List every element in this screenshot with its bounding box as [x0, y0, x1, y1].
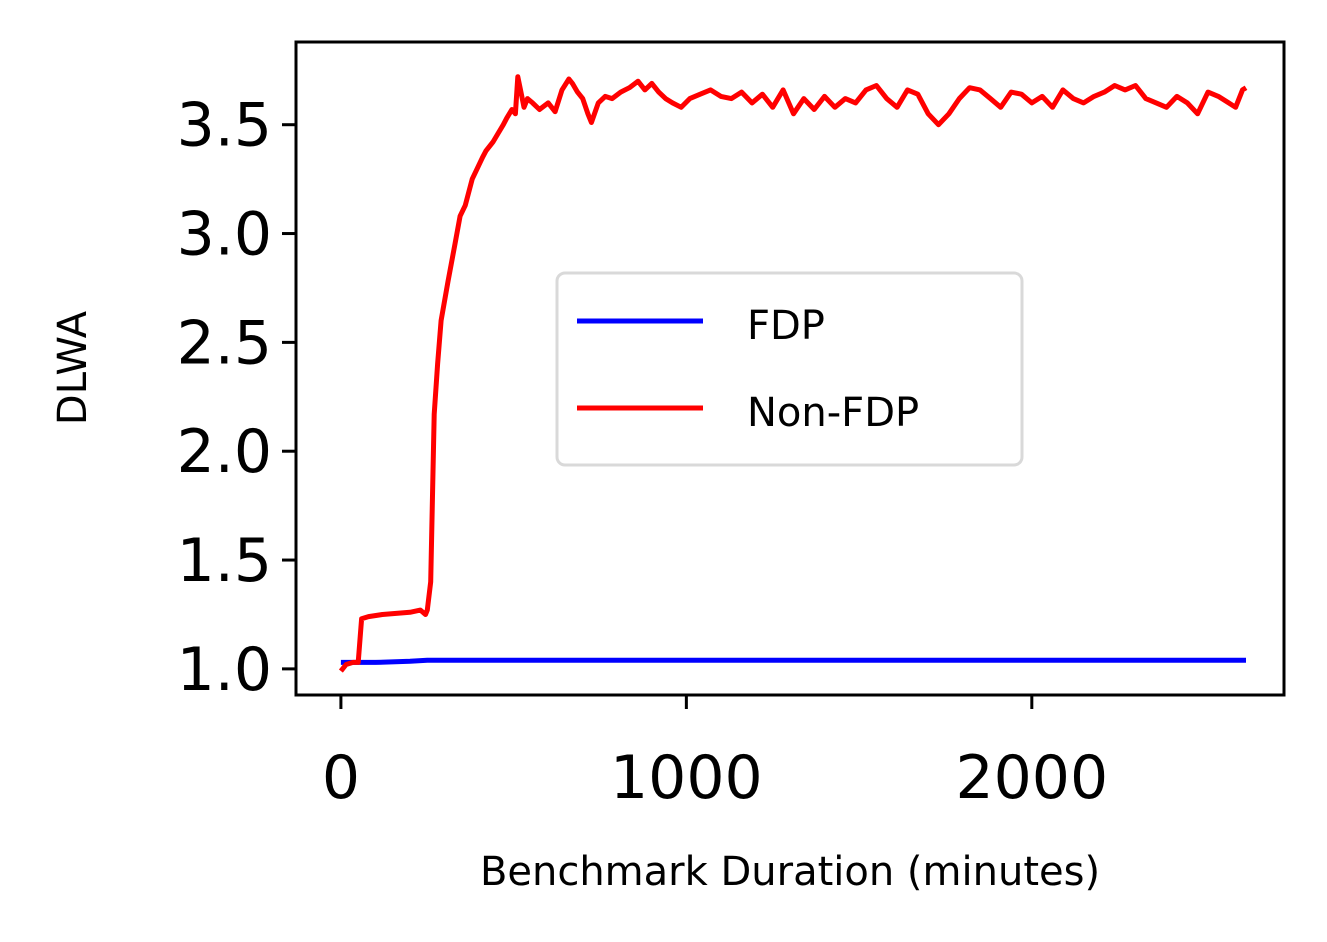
- y-tick-label: 2.0: [177, 417, 272, 487]
- y-tick-label: 3.5: [177, 91, 272, 161]
- x-axis-ticks: 0 1000 2000: [322, 695, 1108, 813]
- x-tick-label: 2000: [955, 743, 1108, 813]
- y-tick-label: 1.5: [177, 526, 272, 596]
- y-tick-label: 1.0: [177, 635, 272, 705]
- y-tick-label: 2.5: [177, 308, 272, 378]
- y-axis-ticks: 1.0 1.5 2.0 2.5 3.0 3.5: [177, 91, 296, 705]
- legend-box: [555, 271, 1024, 467]
- series-layer: [338, 74, 1248, 673]
- legend-label-non-fdp: Non-FDP: [747, 390, 919, 436]
- series-line-fdp: [340, 657, 1246, 665]
- series-line-non-fdp: [338, 74, 1248, 673]
- x-tick-label: 1000: [610, 743, 763, 813]
- x-tick-label: 0: [322, 743, 360, 813]
- x-axis-title: Benchmark Duration (minutes): [480, 849, 1100, 895]
- y-axis-title: DLWA: [50, 310, 96, 425]
- legend: FDP Non-FDP: [555, 271, 1024, 467]
- plot-area-frame: [294, 40, 1286, 697]
- y-tick-label: 3.0: [177, 200, 272, 270]
- legend-label-fdp: FDP: [747, 303, 825, 349]
